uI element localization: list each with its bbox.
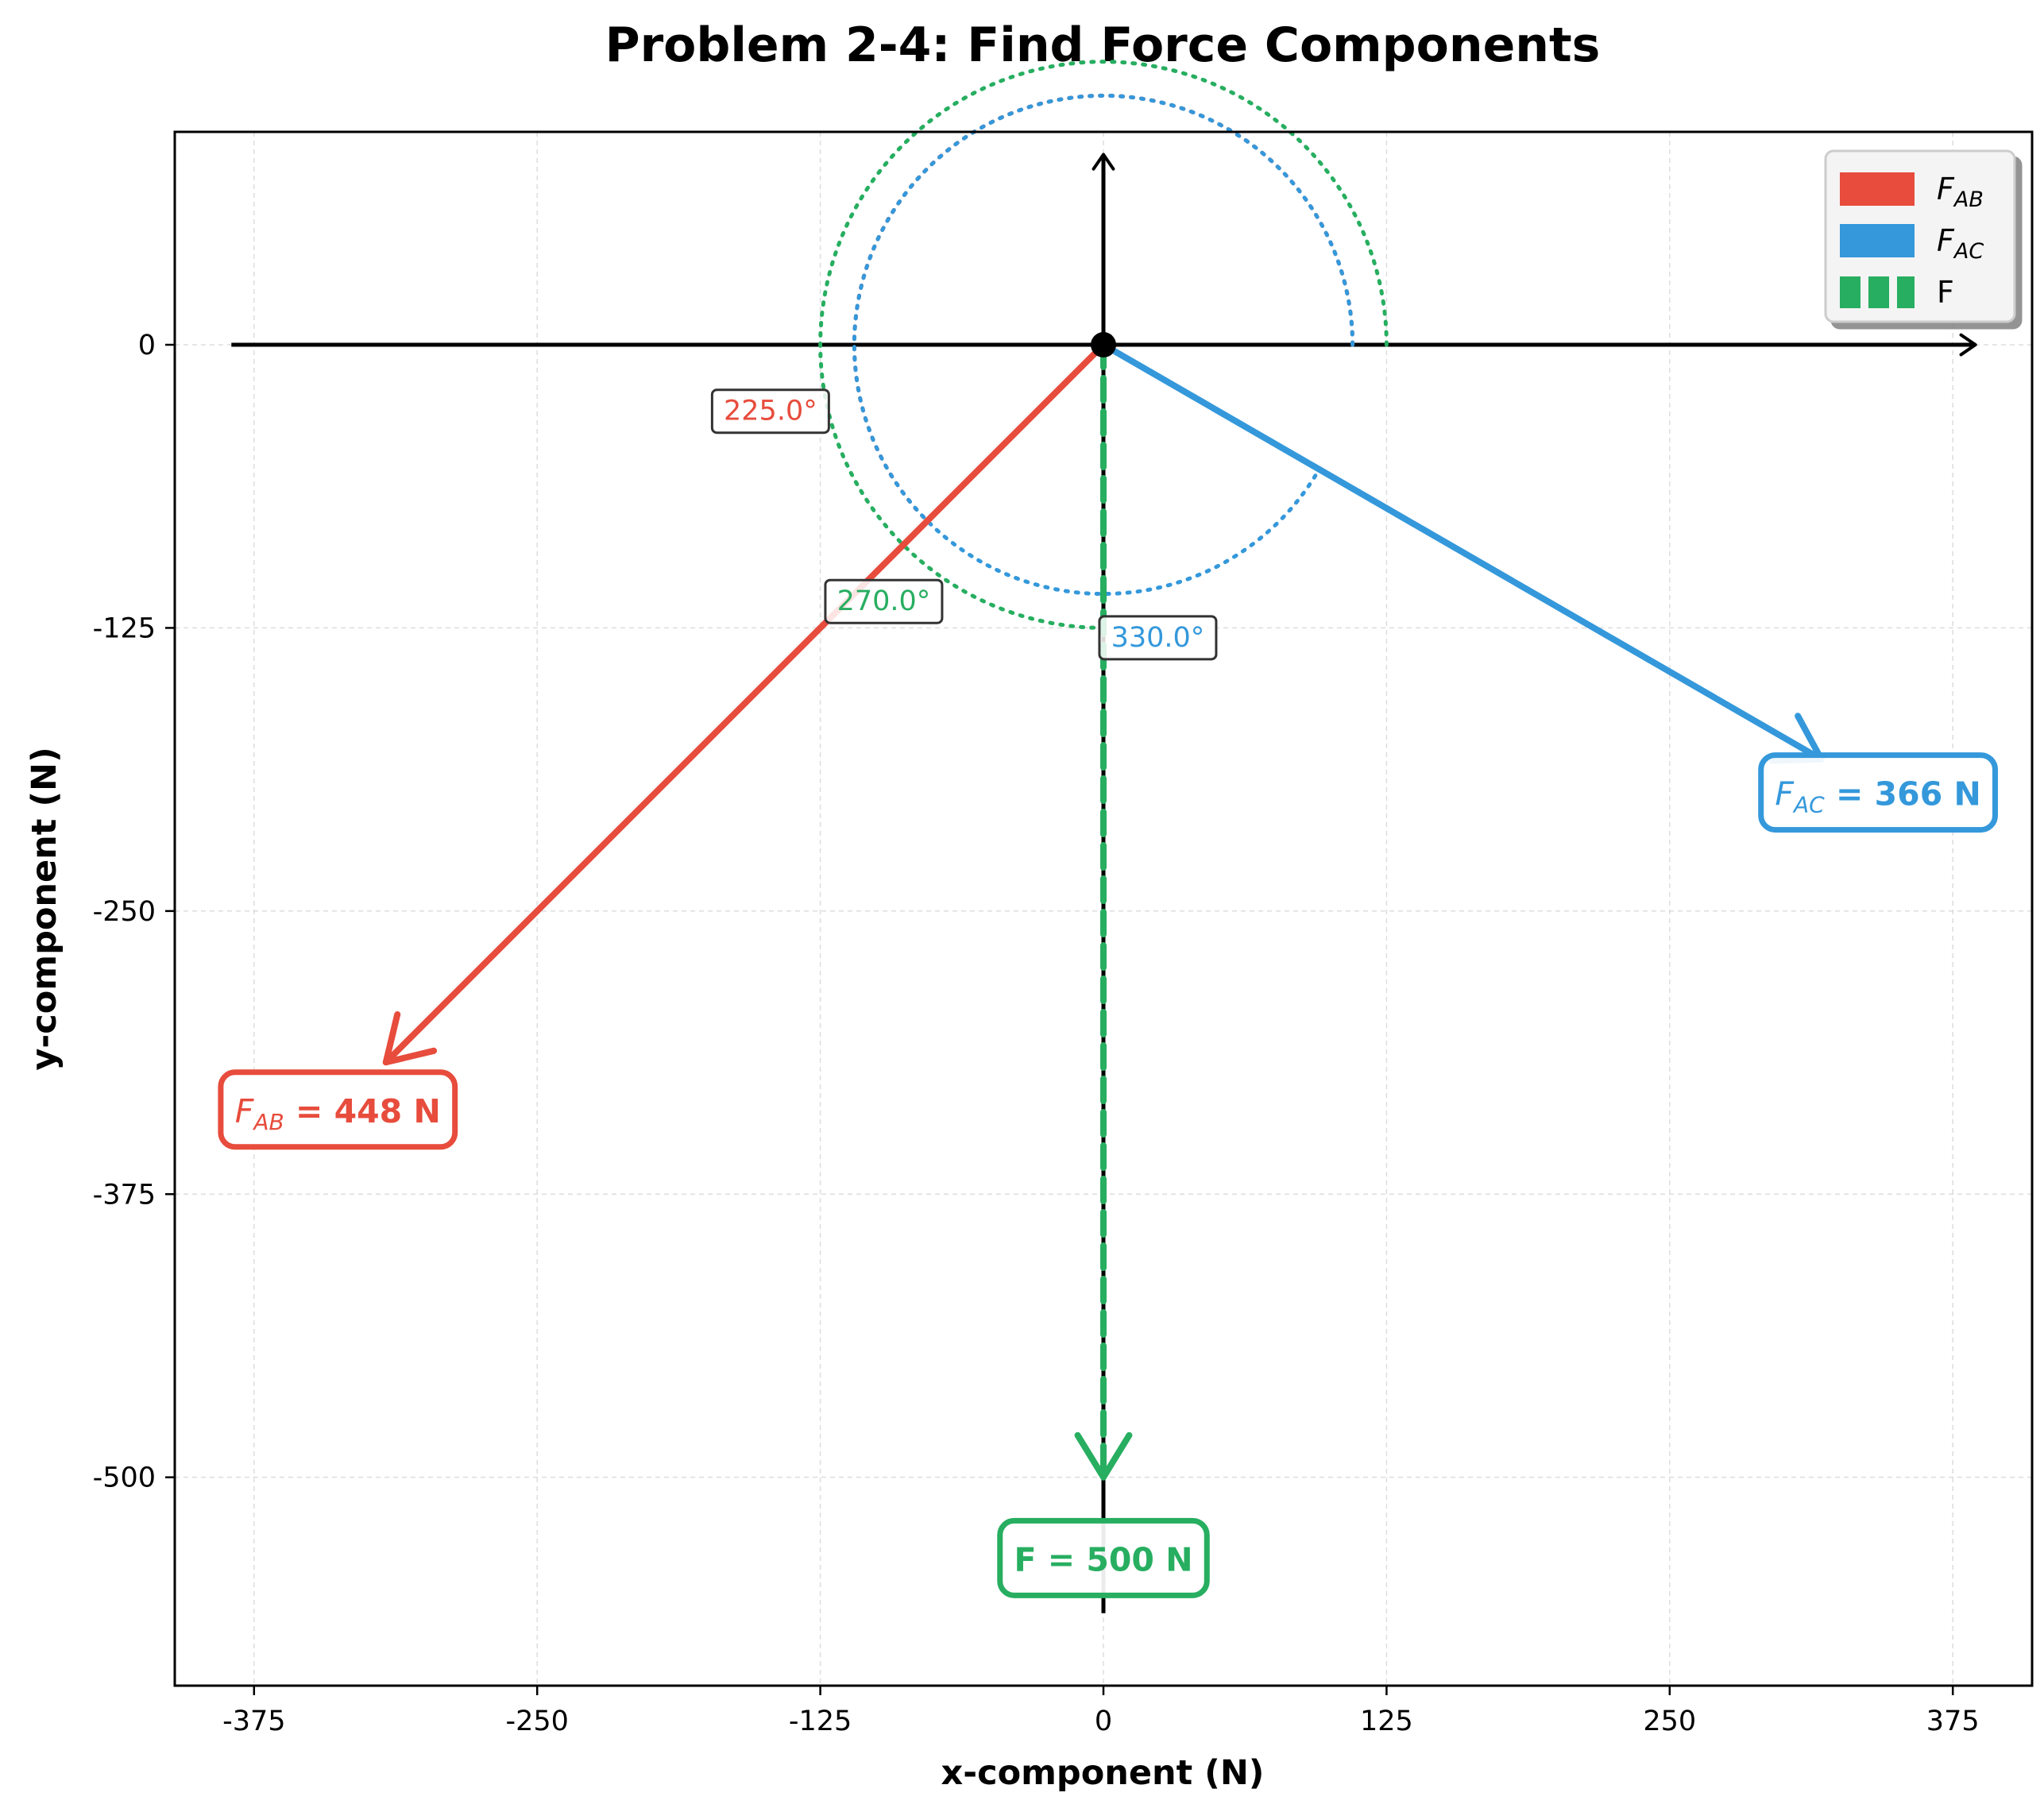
force-label-value: = 366 N [1825,775,1981,813]
force-label-fac: FAC = 366 N [1775,775,1980,818]
arrowhead-f [1074,1431,1133,1481]
x-tick-label: 125 [1360,1706,1413,1737]
y-tick-label: -125 [93,612,156,644]
y-axis-ticks: 0 -125 -250 -375 -500 [93,330,175,1494]
force-label-subscript: AB [252,1109,284,1135]
legend-swatch-fab [1840,172,1915,206]
legend-symbol: F [1937,223,1955,258]
x-tick-label: 375 [1926,1706,1980,1737]
force-label-box-f [997,1517,1210,1598]
y-tick-label: -250 [93,896,156,928]
x-tick-label: -125 [789,1706,852,1737]
y-tick-label: -500 [93,1462,156,1494]
x-tick-label: -250 [505,1706,568,1737]
arrowhead-fab [382,1010,438,1066]
reference-y-arrowhead [1092,153,1115,171]
force-label-fab: FAB = 448 N [235,1092,441,1135]
legend-entry-f: F [1937,275,1954,310]
angle-label-box-fac [1098,615,1218,661]
angle-label-fac: 330.0° [1111,622,1205,654]
legend-subscript: AC [1953,239,1984,264]
force-label-symbol: F [235,1092,255,1130]
force-label-symbol: F [1775,775,1795,813]
origin-point [1091,332,1116,358]
legend-entry-fab: FAB [1937,172,1984,212]
force-label-value: = 448 N [284,1092,441,1130]
reference-x-arrowhead [1959,333,1977,357]
x-axis-label: x-component (N) [941,1753,1265,1793]
x-tick-label: -375 [222,1706,285,1737]
legend-symbol: F [1937,275,1954,310]
angle-label-f: 270.0° [837,585,931,617]
angle-arc-fac [852,93,1355,597]
x-axis-ticks: -375 -250 -125 0 125 250 375 [222,1686,1980,1737]
force-vectors [382,332,1825,1481]
vector-fab [382,342,1107,1066]
legend-subscript: AB [1953,187,1984,212]
legend-symbol: F [1937,172,1955,207]
force-label-subscript: AC [1792,792,1825,818]
force-label-box-fac [1758,752,1999,833]
force-label-f: F = 500 N [1014,1540,1192,1578]
angle-label-box-fab [710,388,830,435]
x-tick-label: 0 [1095,1706,1112,1737]
legend-entry-fac: FAC [1937,223,1984,264]
vector-fac [1100,342,1825,763]
y-tick-label: -375 [93,1179,156,1211]
angle-label-box-f [824,578,944,624]
angle-arcs [818,60,1389,630]
y-tick-label: 0 [138,330,156,361]
y-axis-label: y-component (N) [25,747,64,1070]
angle-label-fab: 225.0° [724,396,817,427]
chart-title: Problem 2-4: Find Force Components [605,17,1601,73]
angle-labels: 225.0° 330.0° 270.0° [710,388,1218,661]
x-tick-label: 250 [1643,1706,1696,1737]
force-label-box-fab [218,1069,458,1150]
legend-swatch-fac [1840,224,1915,257]
